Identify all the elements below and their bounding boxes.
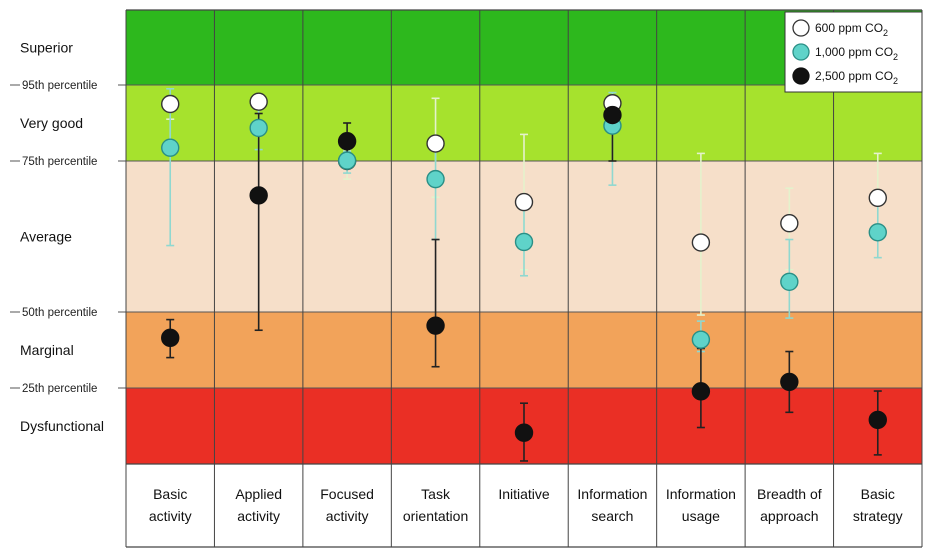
legend-label: 1,000 ppm CO2 <box>815 45 898 62</box>
data-point-series-0 <box>161 94 180 114</box>
band-label: Dysfunctional <box>20 418 104 434</box>
data-point-series-2 <box>603 105 622 125</box>
data-point-series-2 <box>780 372 799 392</box>
band-label: Average <box>20 229 72 245</box>
legend-marker <box>792 67 810 85</box>
data-point-series-2 <box>514 423 534 442</box>
band-label: Marginal <box>20 342 74 358</box>
band-label: Very good <box>20 115 83 131</box>
category-label: Initiative <box>498 486 550 502</box>
legend: 600 ppm CO2 1,000 ppm CO2 2,500 ppm CO2 <box>784 11 923 93</box>
data-point-series-1 <box>780 272 799 291</box>
data-point-series-0 <box>426 134 445 153</box>
percentile-label: 75th percentile <box>22 156 97 168</box>
data-point-series-2 <box>868 410 887 430</box>
category-label: Focused activity <box>320 486 374 524</box>
category-labels: Basic activity Applied activity Focused activ… <box>149 486 903 524</box>
percentile-label-bg <box>20 154 118 168</box>
data-point-series-1 <box>868 223 887 242</box>
band-marginal <box>126 312 922 388</box>
percentile-label: 50th percentile <box>22 307 97 319</box>
category-label: Breadth of approach <box>757 486 822 524</box>
legend-marker <box>792 43 810 61</box>
category-label: Task orientation <box>403 486 468 524</box>
band-labels: Superior Very good Average Marginal Dysfunct… <box>20 40 118 434</box>
data-point-series-1 <box>337 151 357 170</box>
data-point-series-1 <box>691 330 711 349</box>
category-dividers <box>125 10 923 547</box>
legend-marker <box>792 19 810 37</box>
percentile-label-bg <box>20 305 118 319</box>
data-point-series-0 <box>514 192 534 212</box>
percentile-label-bg <box>20 78 118 92</box>
percentile-label-bg <box>20 381 118 395</box>
data-point-series-2 <box>426 316 445 335</box>
data-point-series-0 <box>249 92 268 111</box>
band-label: Superior <box>20 40 73 56</box>
data-point-series-2 <box>691 382 711 401</box>
data-point-series-1 <box>249 118 268 138</box>
category-label: Basic activity <box>149 486 192 524</box>
data-points <box>161 92 887 442</box>
data-point-series-2 <box>249 186 268 205</box>
percentile-label: 25th percentile <box>22 383 97 395</box>
data-point-series-2 <box>337 132 357 151</box>
data-point-series-0 <box>780 214 799 233</box>
legend-label: 2,500 ppm CO2 <box>815 69 898 86</box>
category-label: Information search <box>577 486 647 524</box>
data-point-series-1 <box>161 138 180 157</box>
data-point-series-1 <box>426 169 445 189</box>
data-point-series-1 <box>514 232 534 252</box>
data-point-series-0 <box>868 188 887 208</box>
category-table <box>126 464 922 547</box>
category-label: Applied activity <box>235 486 282 524</box>
category-label: Information usage <box>666 486 736 524</box>
category-label: Basic strategy <box>853 486 903 524</box>
data-point-series-0 <box>691 233 711 252</box>
percentile-label: 95th percentile <box>22 80 97 92</box>
legend-label: 600 ppm CO2 <box>815 21 888 38</box>
data-point-series-2 <box>161 328 180 348</box>
